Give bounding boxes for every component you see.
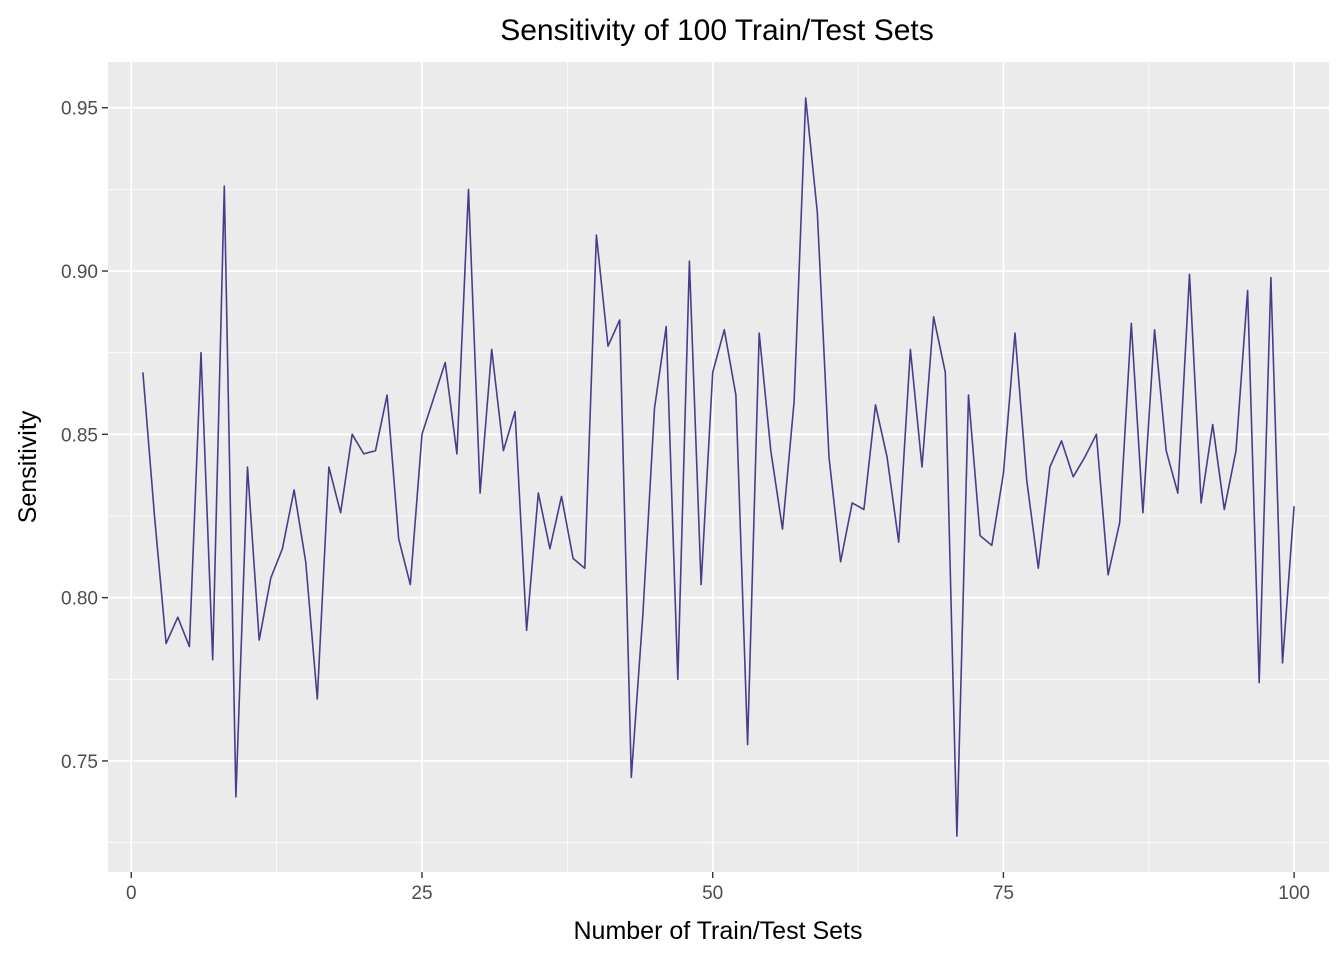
grid-lines (108, 62, 1329, 872)
x-tick-label: 75 (993, 883, 1014, 904)
y-tick-label: 0.90 (61, 262, 98, 283)
x-tick-label: 50 (702, 883, 723, 904)
x-tick-label: 100 (1278, 883, 1310, 904)
x-tick-label: 0 (126, 883, 137, 904)
y-tick-label: 0.80 (61, 589, 98, 610)
x-tick-label: 25 (411, 883, 432, 904)
tick-labels: 0 25 50 75 100 0.75 0.80 0.85 0.90 0.95 (61, 99, 1310, 904)
y-axis-title: Sensitivity (14, 410, 42, 523)
y-tick-label: 0.95 (61, 99, 98, 120)
plot-panel (108, 62, 1329, 872)
y-tick-label: 0.85 (61, 425, 98, 446)
x-axis-title: Number of Train/Test Sets (573, 917, 862, 945)
axis-ticks (102, 107, 1295, 878)
y-tick-label: 0.75 (61, 752, 98, 773)
chart-title: Sensitivity of 100 Train/Test Sets (500, 14, 934, 47)
sensitivity-series-line (142, 97, 1295, 837)
